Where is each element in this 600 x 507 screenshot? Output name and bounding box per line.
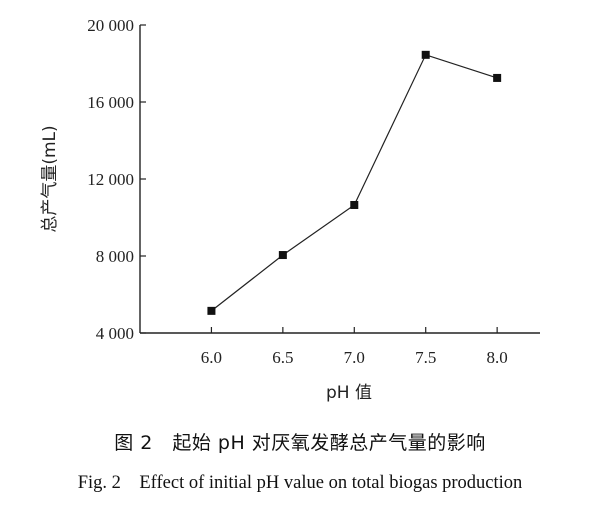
y-tick-label: 12 000 [87, 170, 134, 189]
chart-canvas: 4 000 8 000 12 000 16 000 20 000 6.0 6.5 7.0 7.5… [40, 16, 540, 403]
x-tick-label: 6.0 [201, 348, 222, 367]
series-line [211, 54, 498, 312]
figure-caption-chinese: 图 2 起始 pH 对厌氧发酵总产气量的影响 [114, 432, 486, 454]
data-point [278, 251, 287, 260]
y-tick-label: 8 000 [96, 247, 134, 266]
y-tick-label: 16 000 [87, 93, 134, 112]
y-tick-label: 20 000 [87, 16, 134, 35]
y-axis-title: 总产气量(mL) [40, 125, 60, 232]
x-axis-title: pH 值 [326, 383, 372, 403]
data-point [207, 306, 216, 315]
data-point [350, 200, 359, 209]
tick-marks [140, 24, 498, 334]
x-tick-label: 6.5 [272, 348, 293, 367]
data-point [493, 73, 502, 82]
data-point [421, 50, 430, 59]
x-tick-label: 7.5 [415, 348, 436, 367]
y-tick-label: 4 000 [96, 324, 134, 343]
figure-caption-english: Fig. 2 Effect of initial pH value on tot… [77, 473, 523, 493]
data-series [207, 50, 502, 315]
x-tick-label: 7.0 [344, 348, 365, 367]
tick-labels: 4 000 8 000 12 000 16 000 20 000 6.0 6.5 7.0 7.5… [87, 16, 508, 367]
axes [139, 25, 540, 334]
x-tick-label: 8.0 [487, 348, 508, 367]
